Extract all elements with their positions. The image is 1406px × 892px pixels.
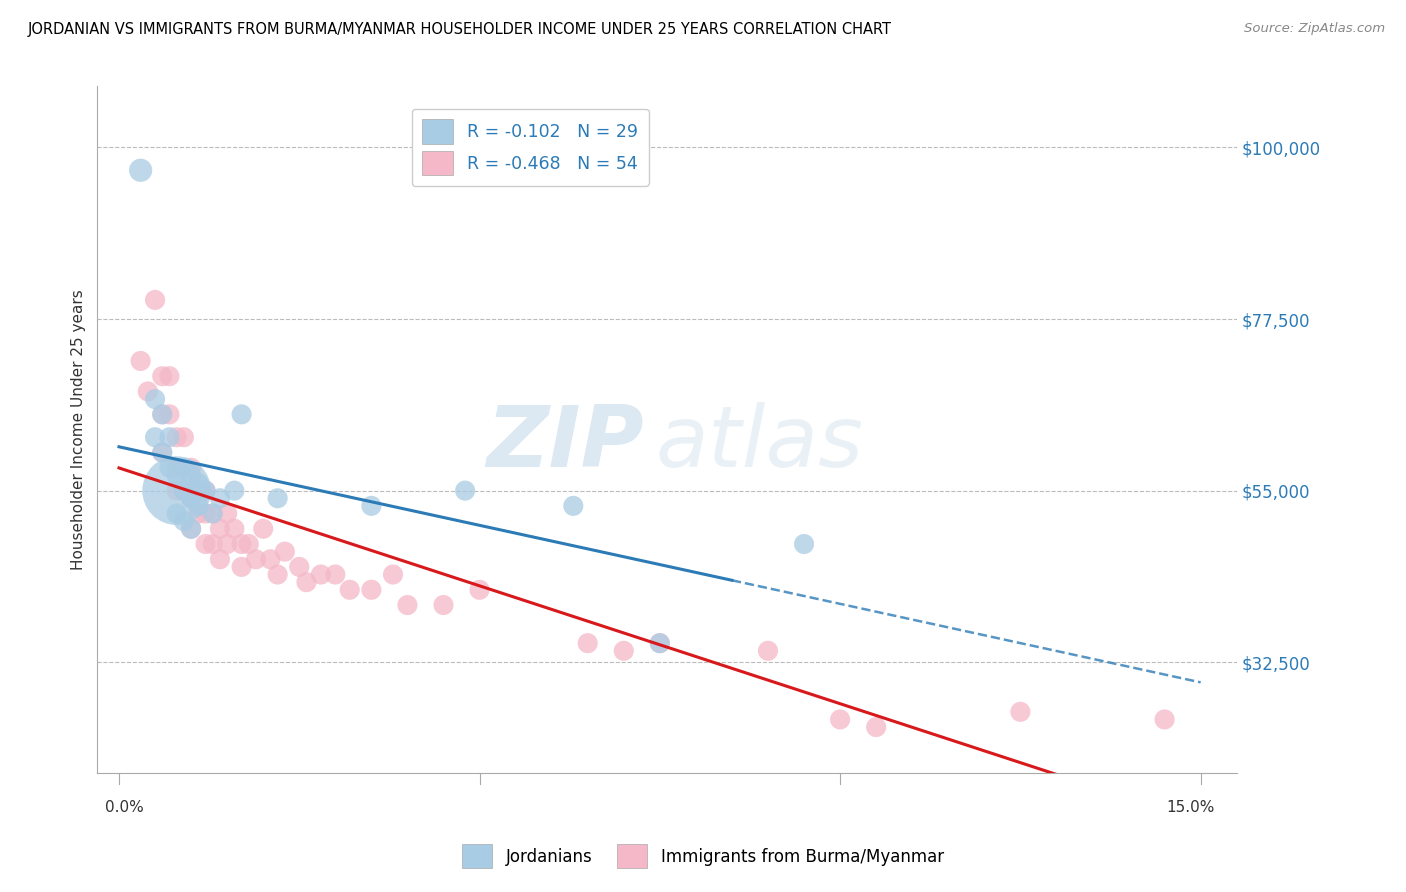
Point: [224, 483, 246, 498]
Point: [187, 483, 209, 498]
Point: [252, 522, 274, 536]
Text: 15.0%: 15.0%: [1167, 799, 1215, 814]
Point: [245, 552, 267, 566]
Text: ZIP: ZIP: [486, 401, 644, 485]
Point: [266, 491, 288, 506]
Point: [396, 598, 419, 612]
Point: [382, 567, 405, 582]
Point: [295, 575, 318, 590]
Point: [159, 430, 181, 444]
Point: [217, 537, 239, 551]
Point: [166, 460, 188, 475]
Point: [194, 483, 217, 498]
Point: [187, 499, 209, 513]
Point: [576, 636, 599, 650]
Point: [166, 483, 188, 498]
Point: [793, 537, 815, 551]
Point: [613, 644, 636, 658]
Point: [360, 582, 382, 597]
Point: [150, 445, 173, 459]
Legend: R = -0.102   N = 29, R = -0.468   N = 54: R = -0.102 N = 29, R = -0.468 N = 54: [412, 109, 648, 186]
Point: [1153, 713, 1175, 727]
Point: [136, 384, 159, 399]
Point: [180, 468, 202, 483]
Point: [187, 475, 209, 490]
Point: [194, 537, 217, 551]
Point: [830, 713, 852, 727]
Point: [238, 537, 260, 551]
Point: [208, 491, 231, 506]
Point: [201, 507, 224, 521]
Point: [143, 430, 166, 444]
Point: [159, 369, 181, 384]
Point: [166, 468, 188, 483]
Point: [323, 567, 346, 582]
Point: [756, 644, 779, 658]
Point: [309, 567, 332, 582]
Point: [562, 499, 585, 513]
Point: [201, 507, 224, 521]
Point: [865, 720, 887, 734]
Point: [159, 408, 181, 422]
Point: [166, 430, 188, 444]
Point: [648, 636, 671, 650]
Point: [217, 507, 239, 521]
Point: [274, 544, 297, 558]
Point: [259, 552, 281, 566]
Point: [173, 430, 195, 444]
Point: [231, 537, 253, 551]
Text: atlas: atlas: [655, 401, 863, 485]
Point: [129, 163, 152, 178]
Point: [360, 499, 382, 513]
Point: [143, 293, 166, 307]
Y-axis label: Householder Income Under 25 years: Householder Income Under 25 years: [72, 289, 86, 570]
Point: [208, 552, 231, 566]
Point: [150, 408, 173, 422]
Point: [231, 560, 253, 574]
Point: [224, 522, 246, 536]
Point: [231, 408, 253, 422]
Text: 0.0%: 0.0%: [104, 799, 143, 814]
Point: [180, 522, 202, 536]
Point: [180, 491, 202, 506]
Legend: Jordanians, Immigrants from Burma/Myanmar: Jordanians, Immigrants from Burma/Myanma…: [456, 838, 950, 875]
Point: [288, 560, 311, 574]
Point: [129, 354, 152, 368]
Point: [187, 507, 209, 521]
Point: [173, 514, 195, 528]
Point: [166, 483, 188, 498]
Point: [648, 636, 671, 650]
Text: Source: ZipAtlas.com: Source: ZipAtlas.com: [1244, 22, 1385, 36]
Point: [166, 507, 188, 521]
Point: [432, 598, 454, 612]
Point: [180, 491, 202, 506]
Point: [194, 507, 217, 521]
Point: [208, 522, 231, 536]
Point: [468, 582, 491, 597]
Point: [180, 522, 202, 536]
Point: [150, 369, 173, 384]
Point: [201, 537, 224, 551]
Point: [266, 567, 288, 582]
Point: [173, 483, 195, 498]
Point: [150, 408, 173, 422]
Point: [194, 483, 217, 498]
Text: JORDANIAN VS IMMIGRANTS FROM BURMA/MYANMAR HOUSEHOLDER INCOME UNDER 25 YEARS COR: JORDANIAN VS IMMIGRANTS FROM BURMA/MYANM…: [28, 22, 893, 37]
Point: [150, 445, 173, 459]
Point: [173, 483, 195, 498]
Point: [143, 392, 166, 406]
Point: [339, 582, 361, 597]
Point: [159, 460, 181, 475]
Point: [1010, 705, 1032, 719]
Point: [454, 483, 477, 498]
Point: [173, 460, 195, 475]
Point: [180, 460, 202, 475]
